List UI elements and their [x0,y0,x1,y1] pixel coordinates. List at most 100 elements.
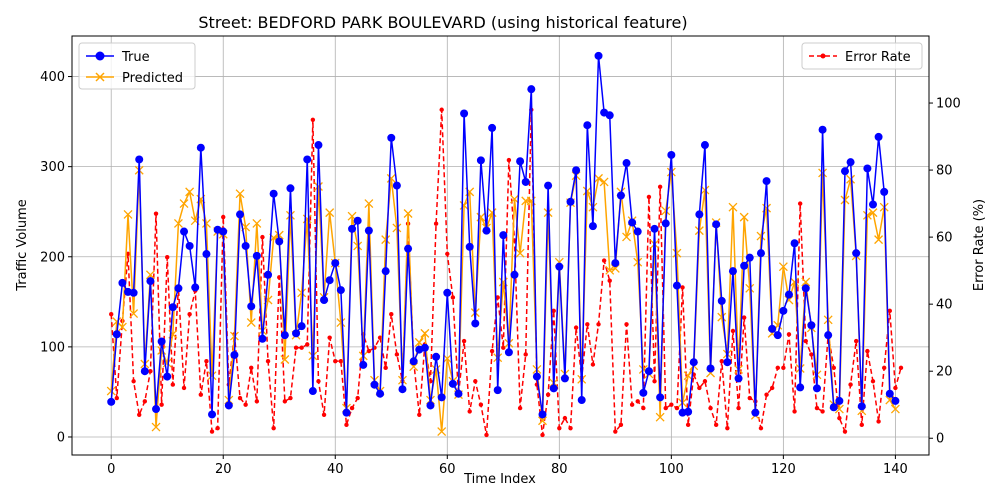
predicted-point [717,312,727,322]
y2-tick-label: 60 [936,231,953,246]
true-point [280,331,289,340]
predicted-point [745,283,755,293]
true-point [219,227,228,236]
true-point [202,250,211,259]
predicted-point [325,208,335,218]
error-rate-point [450,295,456,300]
predicted-point [437,427,447,437]
error-rate-point [417,412,422,417]
error-rate-point [831,365,836,371]
error-rate-point [680,285,685,290]
error-rate-point [870,379,876,384]
true-point [275,237,284,246]
true-point [521,177,530,186]
true-point [460,109,469,118]
legend-true-marker [95,51,105,61]
predicted-point [801,277,811,287]
error-rate-point [293,345,299,350]
error-rate-point [562,415,568,421]
true-point [258,334,267,343]
true-point [320,296,329,305]
true-point [112,330,121,339]
predicted-point [818,168,828,178]
true-point [611,259,620,268]
error-rate-point [467,409,472,414]
true-point [740,261,749,270]
true-point [493,386,502,395]
true-point [140,367,149,376]
predicted-point [129,309,139,318]
error-rate-point [669,402,674,407]
true-point [622,159,631,168]
predicted-point [739,212,749,222]
error-rate-point [377,335,383,340]
true-point [868,200,877,209]
error-rate-point [786,332,792,337]
true-point [527,85,536,94]
y2-axis-label: Error Rate (%) [972,199,987,291]
y2-tick-label: 40 [936,298,953,313]
y-tick-label: 100 [40,340,65,355]
true-point [482,226,491,235]
predicted-point [515,248,525,258]
predicted-point [420,328,430,338]
error-rate-point [389,312,394,317]
error-rate-point [305,342,310,347]
y-tick-label: 400 [40,70,65,85]
true-point [224,401,233,410]
predicted-point [728,202,738,212]
true-point [454,389,463,398]
true-point [392,181,401,190]
predicted-point [145,270,155,280]
true-point [538,410,547,419]
true-point [465,242,474,251]
error-rate-point [170,382,176,387]
y-axis: 0 100 200 300 400 [40,70,72,445]
true-point [572,166,581,175]
error-rate-point [383,365,388,371]
error-rate-point [473,379,478,384]
true-point [208,410,217,419]
predicted-point [890,404,900,414]
error-rate-point [148,369,153,374]
true-point [297,322,306,331]
true-point [874,132,883,141]
error-rate-series [109,107,904,438]
predicted-point [229,331,239,341]
predicted-point [252,218,262,228]
error-rate-point [697,385,702,391]
y2-tick-label: 20 [936,365,953,380]
true-point [745,253,754,262]
true-point [734,374,743,383]
error-rate-point [338,358,344,364]
predicted-point [106,386,116,396]
x-tick-label: 0 [107,462,115,477]
true-point [185,241,194,250]
true-point [409,357,418,366]
error-rate-point [439,107,444,112]
predicted-point [179,199,189,209]
true-point [644,367,653,376]
true-point [891,396,900,405]
true-point [247,302,256,311]
error-rate-point [349,405,355,411]
true-point [437,393,446,402]
error-rate-point [685,422,691,428]
x-tick-label: 60 [439,462,456,477]
true-point [504,348,513,357]
legend-left: True Predicted [78,42,196,90]
y-tick-label: 200 [40,250,65,265]
true-point [292,329,301,338]
error-rate-point [641,405,646,411]
true-point [583,121,592,130]
y2-axis: 0 20 40 60 80 100 [929,97,961,447]
true-point [325,276,334,285]
true-point [818,125,827,134]
x-axis: 0 20 40 60 80 100 120 140 [107,455,908,477]
grid [72,36,929,455]
error-rate-point [109,312,114,317]
true-point [510,270,519,279]
predicted-point [123,209,133,219]
predicted-point [392,223,402,233]
predicted-point [700,185,710,195]
